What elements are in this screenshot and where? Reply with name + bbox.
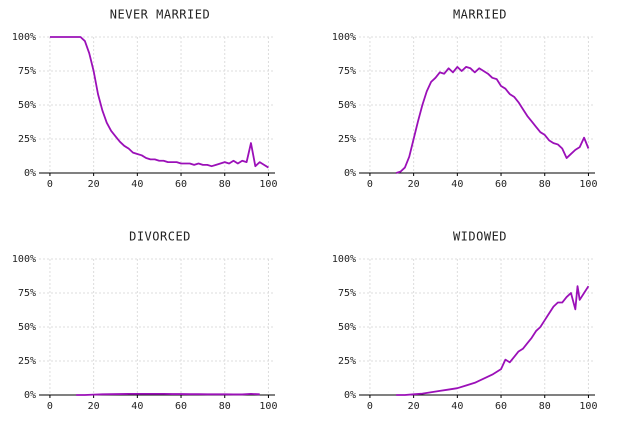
y-tick-label: 25% [18, 134, 36, 145]
x-tick-label: 20 [88, 401, 100, 412]
x-tick-label: 100 [259, 401, 277, 412]
x-tick-label: 100 [579, 179, 597, 190]
y-tick-label: 50% [338, 100, 356, 111]
y-tick-label: 0% [24, 168, 36, 179]
data-line [396, 285, 590, 396]
y-tick-label: 25% [18, 356, 36, 367]
x-tick-label: 80 [219, 179, 231, 190]
x-tick-label: 80 [539, 401, 551, 412]
y-tick-label: 75% [18, 288, 36, 299]
y-tick-label: 100% [332, 254, 356, 265]
y-tick-label: 25% [338, 134, 356, 145]
x-tick-label: 0 [367, 179, 373, 190]
y-tick-label: 25% [338, 356, 356, 367]
x-tick-label: 60 [175, 401, 187, 412]
data-line [76, 393, 260, 396]
x-tick-label: 0 [47, 179, 53, 190]
chart-title: MARRIED [453, 8, 507, 22]
x-tick-label: 40 [451, 179, 463, 190]
y-tick-label: 0% [344, 168, 356, 179]
x-tick-label: 100 [259, 179, 277, 190]
y-tick-label: 50% [18, 100, 36, 111]
y-tick-label: 75% [338, 288, 356, 299]
x-tick-label: 60 [175, 179, 187, 190]
x-tick-label: 20 [88, 179, 100, 190]
x-tick-label: 60 [495, 401, 507, 412]
data-line [395, 66, 590, 174]
chart-title: WIDOWED [453, 230, 507, 244]
y-tick-label: 0% [344, 390, 356, 401]
x-tick-label: 100 [579, 401, 597, 412]
x-tick-label: 80 [539, 179, 551, 190]
x-tick-label: 20 [408, 401, 420, 412]
y-tick-label: 75% [338, 66, 356, 77]
y-tick-label: 100% [12, 32, 36, 43]
chart-title: NEVER MARRIED [110, 8, 210, 22]
y-tick-label: 75% [18, 66, 36, 77]
y-tick-label: 50% [338, 322, 356, 333]
x-tick-label: 40 [131, 401, 143, 412]
x-tick-label: 60 [495, 179, 507, 190]
x-tick-label: 20 [408, 179, 420, 190]
x-tick-label: 40 [131, 179, 143, 190]
data-line [49, 36, 269, 169]
y-tick-label: 50% [18, 322, 36, 333]
x-tick-label: 0 [47, 401, 53, 412]
y-tick-label: 0% [24, 390, 36, 401]
y-tick-label: 100% [12, 254, 36, 265]
y-tick-label: 100% [332, 32, 356, 43]
x-tick-label: 80 [219, 401, 231, 412]
x-tick-label: 0 [367, 401, 373, 412]
chart-title: DIVORCED [129, 230, 191, 244]
x-tick-label: 40 [451, 401, 463, 412]
